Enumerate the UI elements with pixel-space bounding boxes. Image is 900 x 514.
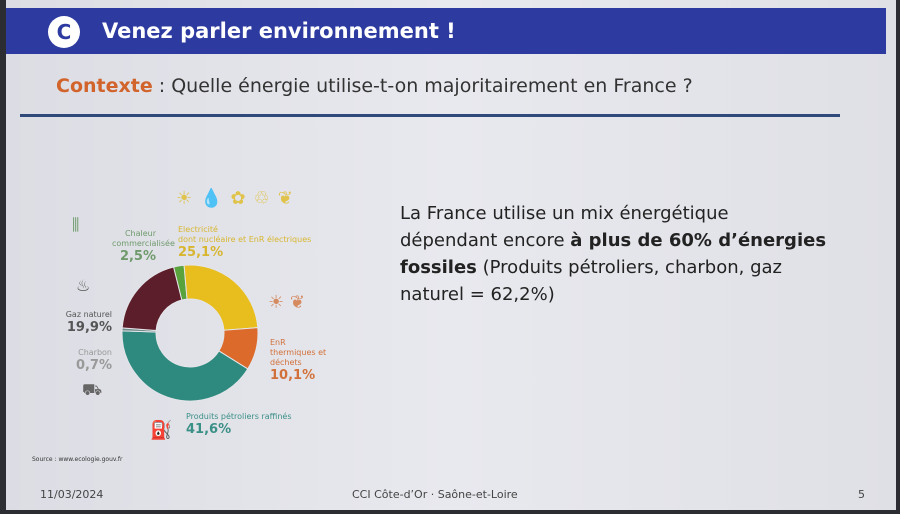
cci-logo: C: [48, 16, 80, 48]
renewable-icons: ☀💧✿♲❦: [176, 188, 301, 209]
label-petrole: Produits pétroliers raffinés 41,6%: [186, 412, 292, 437]
label-charbon: Charbon 0,7%: [75, 348, 112, 373]
chart-source: Source : www.ecologie.gouv.fr: [32, 456, 123, 463]
body-text: La France utilise un mix énergétique dép…: [400, 203, 827, 305]
donut-slice-5: [121, 266, 183, 331]
donut-slice-3: [121, 330, 249, 402]
biomass-icons: ☀ ❦: [268, 292, 305, 313]
slide-header: C Venez parler environnement !: [6, 8, 886, 54]
label-gaz: Gaz naturel 19,9%: [65, 310, 112, 335]
footer-org: CCI Côte-d’Or · Saône-et-Loire: [352, 488, 518, 501]
oil-icon: ⛽: [150, 420, 173, 441]
divider: [20, 114, 840, 117]
slide-title: Venez parler environnement !: [102, 19, 456, 43]
coal-icon: ⛟: [82, 380, 103, 399]
donut-chart: [121, 264, 259, 402]
label-electricite: Electricité dont nucléaire et EnR électri…: [178, 225, 312, 260]
page-number: 5: [858, 488, 865, 501]
subtitle-text: : Quelle énergie utilise-t-on majoritair…: [152, 75, 693, 97]
donut-slice-1: [183, 264, 259, 331]
slide-subtitle: Contexte : Quelle énergie utilise-t-on m…: [56, 75, 693, 97]
heat-icon: ⫼: [72, 215, 80, 234]
subtitle-prefix: Contexte: [56, 75, 153, 97]
label-enr: EnR thermiques et déchets 10,1%: [270, 338, 327, 383]
slide: [6, 0, 896, 510]
footer-date: 11/03/2024: [40, 488, 104, 501]
label-chaleur: Chaleur commercialisée 2,5%: [112, 229, 175, 264]
gas-icon: ♨: [76, 276, 91, 295]
